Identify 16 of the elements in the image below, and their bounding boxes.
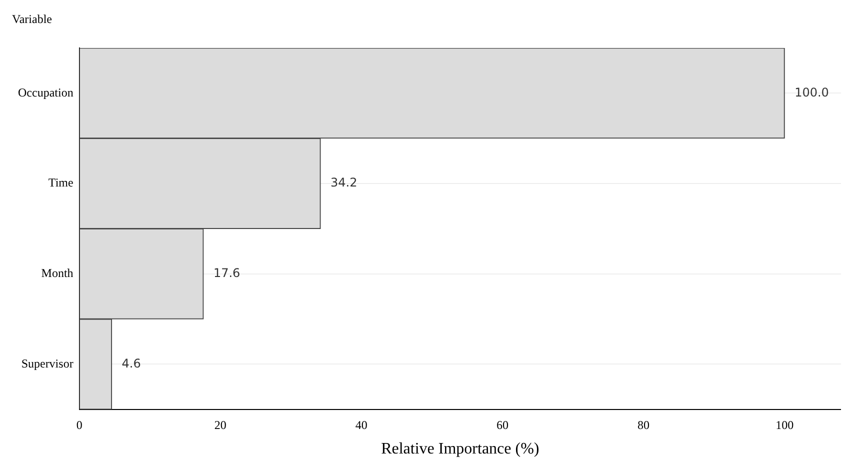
y-tick-label: Occupation	[18, 85, 74, 100]
y-tick-label: Supervisor	[21, 356, 74, 370]
data-label: 34.2	[330, 176, 358, 190]
y-tick-label: Month	[41, 266, 74, 280]
data-label: 4.6	[122, 356, 141, 370]
x-tick-label: 80	[638, 418, 650, 432]
x-tick-label: 20	[214, 418, 226, 432]
y-tick-label: Time	[48, 176, 74, 190]
x-tick-label: 40	[355, 418, 368, 432]
data-label: 100.0	[794, 85, 829, 100]
x-tick-label: 60	[496, 418, 508, 432]
data-label: 17.6	[213, 266, 240, 280]
x-tick-label: 100	[776, 418, 794, 432]
x-tick-label: 0	[76, 418, 82, 432]
x-axis-title: Relative Importance (%)	[381, 440, 540, 458]
y-axis-title: Variable	[12, 12, 52, 26]
